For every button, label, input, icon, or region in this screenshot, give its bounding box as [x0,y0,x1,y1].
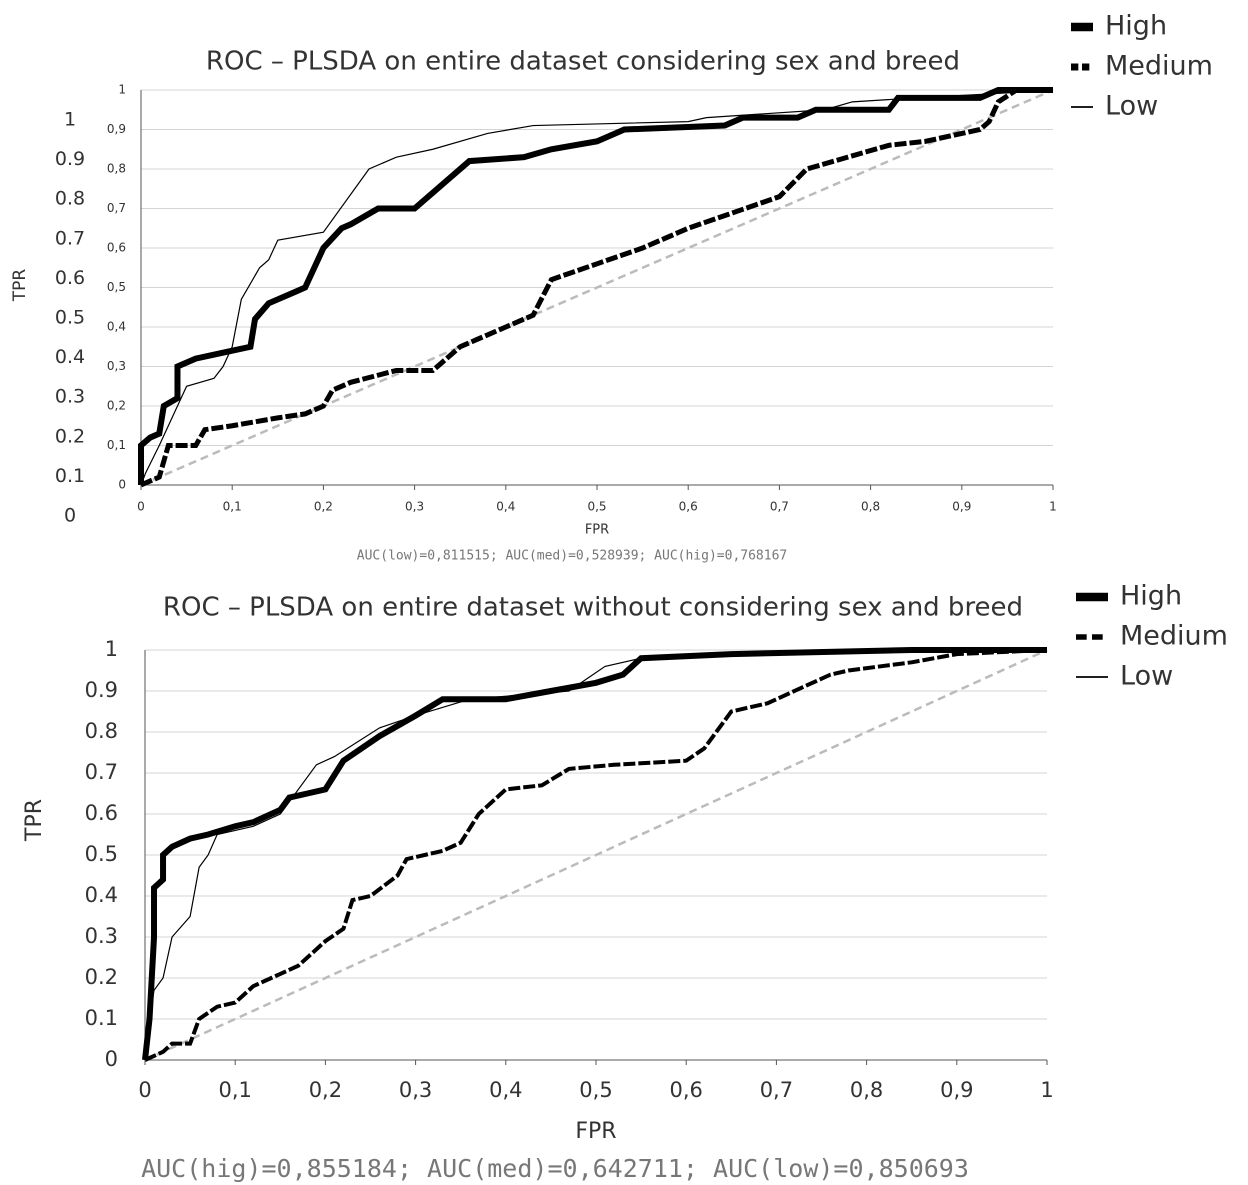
x-tick-label: 0,7 [760,1078,793,1102]
chance-line [140,88,1054,487]
overlay-y-tick-label: 0 [64,505,76,527]
x-tick-label: 0,5 [587,500,606,514]
overlay-y-tick-label: 0.2 [55,425,85,447]
overlay-y-tick-label: 0.1 [55,465,85,487]
y-tick-label: 0.9 [85,678,118,702]
legend-label: High [1105,11,1167,42]
roc-line [144,649,1048,1061]
y-tick-label: 0.3 [85,924,118,948]
overlay-y-tick-label: 1 [64,109,76,131]
overlay-y-tick-label: 0.3 [55,386,85,408]
x-tick-label: 0,6 [669,1078,702,1102]
legend-label: Medium [1120,621,1228,652]
x-tick-label: 0,9 [952,500,971,514]
y-tick-label: 1 [105,637,118,661]
auc-annotation: AUC(low)=0,811515; AUC(med)=0,528939; AU… [357,549,787,564]
x-tick-label: 0,1 [223,500,242,514]
y-tick-label: 0.6 [85,801,118,825]
x-tick-label: 0,1 [218,1078,251,1102]
y-tick-label: 0,1 [107,438,126,452]
chance-line [144,648,1048,1062]
y-tick-label: 0,2 [107,399,126,413]
y-tick-label: 0.4 [85,883,118,907]
y-tick-label: 0.5 [85,842,118,866]
chart-title: ROC – PLSDA on entire dataset without co… [163,593,1023,623]
x-tick-label: 0,8 [850,1078,883,1102]
x-tick-label: 0 [137,500,145,514]
legend-label: Low [1120,661,1173,692]
legend-label: Medium [1105,51,1213,82]
y-tick-label: 0,3 [107,359,126,373]
y-axis-label: TPR [10,269,30,303]
roc-line [138,87,1053,485]
overlay-y-tick-label: 0.8 [55,188,85,210]
roc-line [140,87,1053,488]
x-tick-label: 0,3 [405,500,424,514]
y-tick-label: 0,5 [107,280,126,294]
x-tick-label: 1 [1040,1078,1053,1102]
auc-annotation: AUC(hig)=0,855184; AUC(med)=0,642711; AU… [141,1154,969,1183]
overlay-y-tick-label: 0.9 [55,148,85,170]
x-tick-label: 0,9 [940,1078,973,1102]
legend-label: Low [1105,91,1158,122]
y-tick-label: 0.8 [85,719,118,743]
y-tick-label: 0,9 [107,122,126,136]
x-tick-label: 0 [138,1078,151,1102]
y-tick-label: 0.7 [85,760,118,784]
y-axis-label: TPR [22,799,47,842]
legend-label: High [1120,581,1182,612]
y-tick-label: 0,7 [107,201,126,215]
y-tick-label: 0 [118,478,126,492]
x-tick-label: 0,6 [679,500,698,514]
x-tick-label: 0,2 [309,1078,342,1102]
y-tick-label: 0,6 [107,241,126,255]
x-tick-label: 0,7 [770,500,789,514]
x-tick-label: 0,4 [496,500,515,514]
roc-line [144,648,1048,1062]
y-tick-label: 0.2 [85,965,118,989]
overlay-y-tick-label: 0.7 [55,227,85,249]
x-tick-label: 0,5 [579,1078,612,1102]
overlay-y-tick-label: 0.4 [55,346,85,368]
y-tick-label: 0 [105,1047,118,1071]
x-axis-label: FPR [575,1119,616,1144]
x-tick-label: 0,3 [399,1078,432,1102]
overlay-y-tick-label: 0.6 [55,267,85,289]
y-tick-label: 0,4 [107,320,126,334]
x-tick-label: 0,2 [314,500,333,514]
x-tick-label: 0,4 [489,1078,522,1102]
y-tick-label: 1 [118,83,126,97]
overlay-y-tick-label: 0.5 [55,307,85,329]
roc-line [142,647,1047,1061]
chart-title: ROC – PLSDA on entire dataset considerin… [206,47,960,77]
x-axis-label: FPR [585,523,609,538]
roc-line [140,89,1054,486]
y-tick-label: 0.1 [85,1006,118,1030]
x-tick-label: 0,8 [861,500,880,514]
x-tick-label: 1 [1049,500,1057,514]
y-tick-label: 0,8 [107,162,126,176]
